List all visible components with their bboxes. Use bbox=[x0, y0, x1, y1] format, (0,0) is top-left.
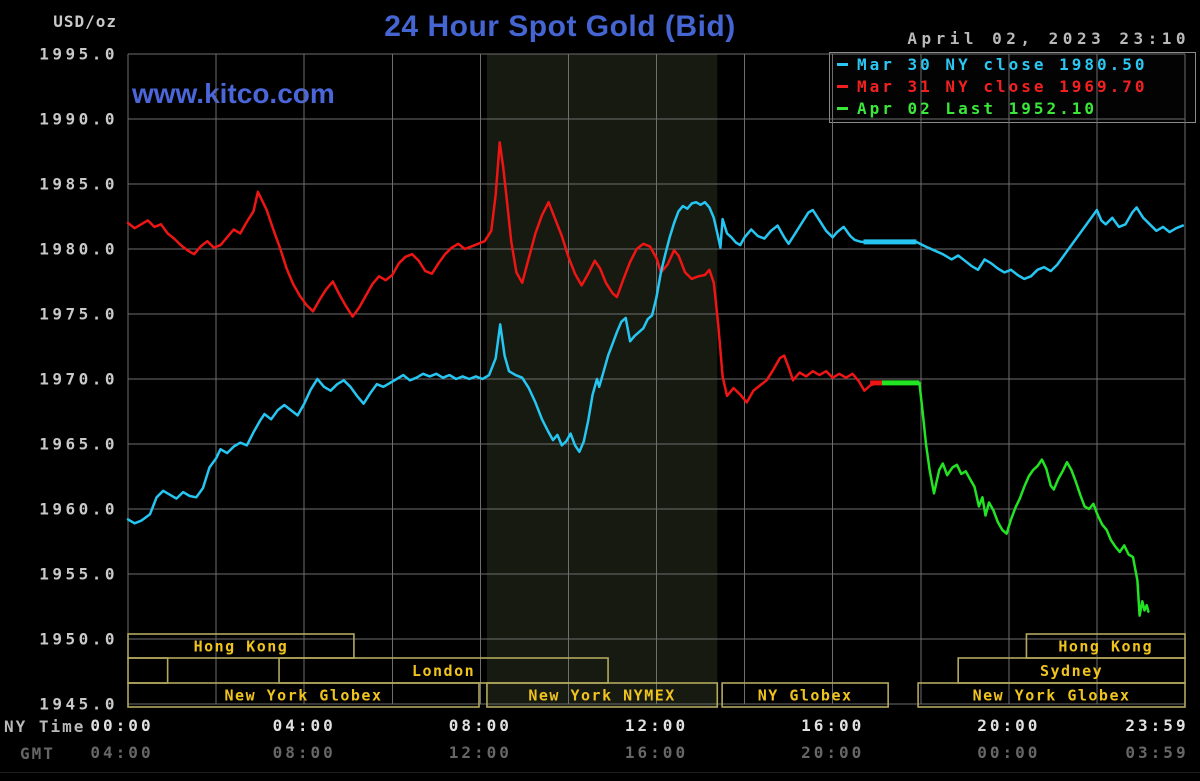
ny-time-tick-label: 12:00 bbox=[625, 716, 688, 735]
session-label: New York Globex bbox=[225, 687, 383, 705]
ny-time-axis-label: NY Time bbox=[4, 717, 86, 736]
legend-dash-icon bbox=[837, 84, 848, 88]
gmt-tick-label: 03:59 bbox=[1125, 743, 1188, 762]
session-label: Hong Kong bbox=[1058, 638, 1153, 656]
legend: Mar 30 NY close 1980.50 Mar 31 NY close 1… bbox=[829, 52, 1196, 123]
chart-timestamp: April 02, 2023 23:10 bbox=[907, 29, 1190, 48]
gmt-tick-label: 08:00 bbox=[273, 743, 336, 762]
series-line-0 bbox=[126, 200, 1185, 525]
y-axis-tick-label: 1950.0 bbox=[39, 630, 118, 649]
y-axis-tick-label: 1985.0 bbox=[39, 175, 118, 194]
gmt-axis-label: GMT bbox=[20, 744, 55, 763]
y-axis-tick-label: 1990.0 bbox=[39, 110, 118, 129]
y-axis-tick-label: 1945.0 bbox=[39, 695, 118, 714]
legend-dash-icon bbox=[837, 106, 848, 110]
session-box-sydney-early bbox=[127, 657, 169, 684]
ny-time-tick-label: 00:00 bbox=[90, 716, 153, 735]
legend-dash-icon bbox=[837, 62, 848, 66]
session-label: London bbox=[412, 662, 475, 680]
session-box-new-york-nymex bbox=[486, 682, 719, 708]
ny-time-tick-label: 08:00 bbox=[449, 716, 512, 735]
gmt-tick-label: 04:00 bbox=[90, 743, 153, 762]
session-label: Hong Kong bbox=[194, 638, 289, 656]
legend-item: Apr 02 Last 1952.10 bbox=[830, 97, 1195, 119]
chart-title: 24 Hour Spot Gold (Bid) bbox=[384, 10, 736, 43]
legend-item: Mar 31 NY close 1969.70 bbox=[830, 75, 1195, 97]
legend-item-label: Apr 02 Last 1952.10 bbox=[857, 98, 1098, 118]
bottom-divider bbox=[0, 772, 1200, 773]
session-box-ny-globex bbox=[721, 682, 889, 708]
unit-label: USD/oz bbox=[53, 12, 117, 31]
y-axis-tick-label: 1960.0 bbox=[39, 500, 118, 519]
session-label: New York Globex bbox=[973, 687, 1131, 705]
y-axis-tick-label: 1955.0 bbox=[39, 565, 118, 584]
session-box-hong-kong bbox=[1025, 633, 1186, 659]
gmt-tick-label: 20:00 bbox=[801, 743, 864, 762]
y-axis-tick-label: 1975.0 bbox=[39, 305, 118, 324]
y-axis-tick-label: 1995.0 bbox=[39, 45, 118, 64]
y-axis-tick-label: 1965.0 bbox=[39, 435, 118, 454]
series-line-2 bbox=[880, 381, 1150, 617]
session-box-hong-kong bbox=[127, 633, 355, 659]
y-axis-tick-label: 1980.0 bbox=[39, 240, 118, 259]
ny-time-tick-label: 20:00 bbox=[977, 716, 1040, 735]
ny-time-tick-label: 04:00 bbox=[273, 716, 336, 735]
legend-item-label: Mar 31 NY close 1969.70 bbox=[857, 76, 1148, 96]
series-line-1 bbox=[126, 141, 884, 404]
gmt-tick-label: 00:00 bbox=[977, 743, 1040, 762]
ny-time-tick-label: 16:00 bbox=[801, 716, 864, 735]
legend-item-label: Mar 30 NY close 1980.50 bbox=[857, 54, 1148, 74]
gmt-tick-label: 16:00 bbox=[625, 743, 688, 762]
legend-item: Mar 30 NY close 1980.50 bbox=[830, 53, 1195, 75]
session-box-new-york-globex bbox=[127, 682, 480, 708]
session-label: New York NYMEX bbox=[528, 687, 675, 705]
kitco-watermark: www.kitco.com bbox=[132, 78, 335, 109]
ny-time-tick-label: 23:59 bbox=[1125, 716, 1188, 735]
gmt-tick-label: 12:00 bbox=[449, 743, 512, 762]
y-axis-tick-label: 1970.0 bbox=[39, 370, 118, 389]
session-label: NY Globex bbox=[758, 687, 853, 705]
session-label: Sydney bbox=[1040, 662, 1103, 680]
